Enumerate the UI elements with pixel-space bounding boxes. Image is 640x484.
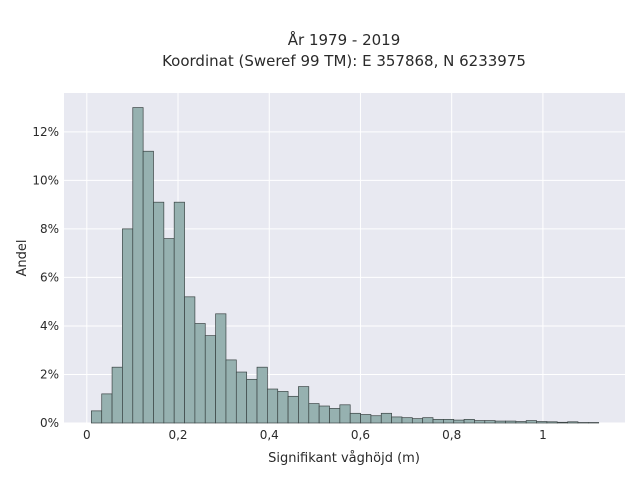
histogram-bar [371, 416, 381, 423]
histogram-bar [174, 202, 184, 423]
histogram-bar [153, 202, 163, 423]
chart-title: År 1979 - 2019 Koordinat (Sweref 99 TM):… [162, 30, 526, 70]
histogram-bar [257, 367, 267, 423]
histogram-bar [122, 229, 132, 423]
histogram-bar [516, 422, 526, 423]
histogram-bar [526, 421, 536, 423]
x-tick-label: 0,4 [260, 428, 279, 442]
histogram-bar [350, 413, 360, 423]
histogram-bar [454, 420, 464, 423]
histogram-bar [91, 411, 101, 423]
histogram-bar [392, 417, 402, 423]
histogram-bar [443, 419, 453, 423]
histogram-bar [537, 422, 547, 423]
histogram-bar [278, 391, 288, 423]
y-tick-label: 4% [40, 319, 59, 333]
histogram-bar [133, 108, 143, 423]
histogram-bar [423, 418, 433, 423]
y-axis-label: Andel [15, 240, 30, 277]
histogram-bar [185, 297, 195, 423]
histogram-bar [329, 408, 339, 423]
histogram-bar [309, 404, 319, 423]
x-tick-label: 0,6 [351, 428, 370, 442]
histogram-bar [247, 379, 257, 423]
y-axis-ticks: 0% 2% 4% 6% 8% 10% 12% [32, 125, 59, 430]
y-tick-label: 6% [40, 270, 59, 284]
histogram-bar [195, 324, 205, 423]
x-axis-label: Signifikant våghöjd (m) [268, 451, 420, 466]
histogram-bar [319, 406, 329, 423]
histogram-bar [340, 405, 350, 423]
histogram-bar [112, 367, 122, 423]
histogram-bar [495, 421, 505, 423]
histogram-bar [226, 360, 236, 423]
y-tick-label: 2% [40, 367, 59, 381]
x-tick-label: 0,8 [442, 428, 461, 442]
x-tick-label: 1 [539, 428, 547, 442]
x-tick-label: 0,2 [168, 428, 187, 442]
histogram-bar [164, 239, 174, 423]
chart-title-line-1: År 1979 - 2019 [288, 30, 401, 49]
histogram-bar [298, 387, 308, 423]
histogram-bar [236, 372, 246, 423]
histogram-bar [143, 151, 153, 423]
y-tick-label: 10% [32, 173, 59, 187]
y-tick-label: 0% [40, 416, 59, 430]
histogram-bar [433, 419, 443, 423]
histogram-bar [557, 422, 567, 423]
histogram-bar [361, 415, 371, 423]
x-axis-ticks: 0 0,2 0,4 0,6 0,8 1 [83, 428, 547, 442]
y-tick-label: 12% [32, 125, 59, 139]
histogram-bar [464, 419, 474, 423]
histogram-bar [216, 314, 226, 423]
histogram-bar [485, 421, 495, 423]
histogram-bar [412, 419, 422, 423]
histogram-bar [402, 418, 412, 423]
histogram-bar [288, 396, 298, 423]
histogram-bar [506, 421, 516, 423]
histogram-bar [547, 422, 557, 423]
histogram-bar [381, 413, 391, 423]
y-tick-label: 8% [40, 222, 59, 236]
histogram-bar [205, 336, 215, 423]
x-tick-label: 0 [83, 428, 91, 442]
chart-title-line-2: Koordinat (Sweref 99 TM): E 357868, N 62… [162, 52, 526, 70]
histogram-bar [267, 389, 277, 423]
histogram-bar [102, 394, 112, 423]
histogram-bar [568, 422, 578, 423]
histogram-bar [474, 421, 484, 423]
